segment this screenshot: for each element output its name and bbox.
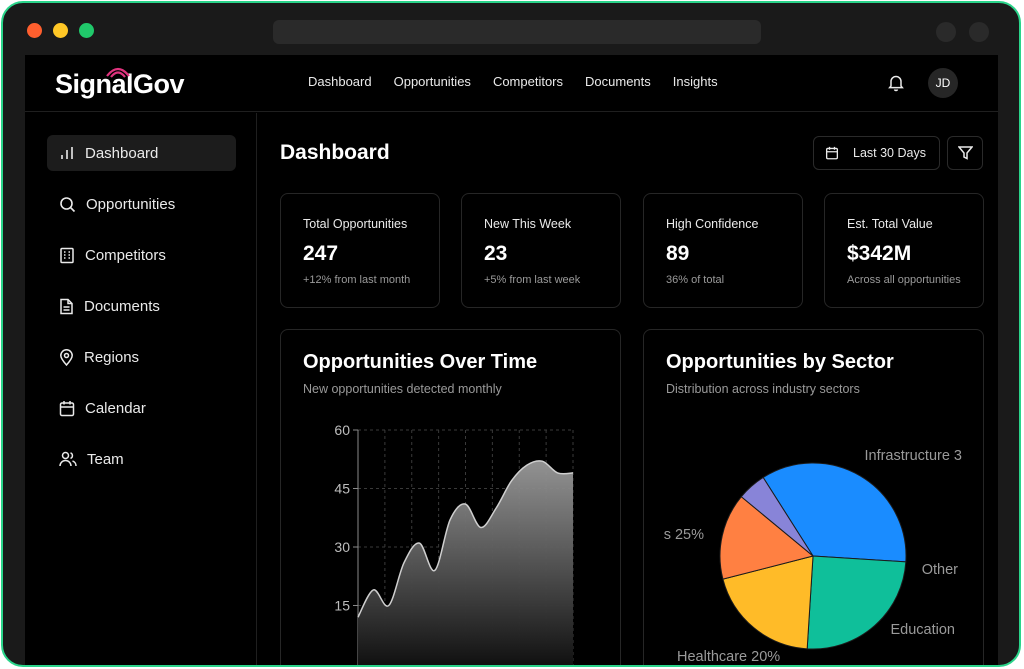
- sidebar: Dashboard Opportunities Competitors Docu…: [25, 113, 257, 665]
- pie-label: s 25%: [664, 527, 704, 543]
- sidebar-item-label: Opportunities: [86, 195, 176, 213]
- sidebar-item-dashboard[interactable]: Dashboard: [47, 135, 236, 171]
- sidebar-item-label: Dashboard: [85, 144, 159, 162]
- stat-sub: Across all opportunities: [847, 274, 961, 286]
- chart-card-over-time: 60 45 30 15 Opportunities Over Time New opp…: [280, 329, 621, 665]
- main-content: Dashboard Last 30 Days Total Opportuniti…: [258, 113, 998, 665]
- nav-documents[interactable]: Documents: [585, 74, 651, 89]
- stat-label: Total Opportunities: [303, 217, 408, 231]
- sidebar-item-documents[interactable]: Documents: [47, 288, 236, 324]
- map-pin-icon: [60, 348, 73, 366]
- pie-label: Education: [891, 622, 956, 638]
- nav-opportunities[interactable]: Opportunities: [393, 74, 471, 89]
- filter-button[interactable]: [947, 136, 983, 170]
- sidebar-item-label: Documents: [84, 297, 160, 315]
- sidebar-item-label: Competitors: [85, 246, 166, 264]
- filter-icon: [957, 146, 973, 160]
- browser-extension-button[interactable]: [936, 22, 956, 42]
- app-window: SignalGov Dashboard Opportunities Compet…: [25, 55, 998, 665]
- y-tick-label: 45: [334, 481, 350, 497]
- sidebar-item-label: Regions: [84, 348, 140, 366]
- pie-slice[interactable]: [740, 476, 814, 557]
- stat-value: 89: [666, 242, 690, 265]
- pie-slice[interactable]: [762, 462, 907, 563]
- date-range-label: Last 30 Days: [853, 146, 926, 160]
- stat-sub: 36% of total: [666, 274, 725, 286]
- document-icon: [60, 298, 73, 314]
- bell-icon[interactable]: [888, 74, 904, 92]
- close-window-dot[interactable]: [27, 23, 42, 38]
- pie-slice[interactable]: [722, 555, 814, 650]
- search-icon: [60, 196, 76, 212]
- card-title: Opportunities by Sector: [666, 351, 894, 373]
- stat-label: Est. Total Value: [847, 217, 933, 231]
- top-nav: Dashboard Opportunities Competitors Docu…: [308, 74, 718, 89]
- nav-insights[interactable]: Insights: [672, 74, 718, 89]
- stat-card-est-total-value: Est. Total Value $342M Across all opport…: [824, 193, 984, 308]
- stat-label: New This Week: [484, 217, 572, 231]
- minimize-window-dot[interactable]: [53, 23, 68, 38]
- browser-menu-button[interactable]: [969, 22, 989, 42]
- y-tick-label: 15: [334, 598, 350, 614]
- chart-card-by-sector: Infrastructure 3 s 25% Healthcare 20% Educa…: [643, 329, 984, 665]
- calendar-icon: [825, 146, 839, 160]
- sidebar-item-team[interactable]: Team: [47, 441, 236, 477]
- sidebar-item-label: Team: [87, 450, 124, 468]
- y-tick-label: 60: [334, 422, 350, 438]
- stat-card-new-this-week: New This Week 23 +5% from last week: [461, 193, 621, 308]
- calendar-icon: [59, 400, 75, 416]
- stat-label: High Confidence: [666, 217, 759, 231]
- stat-sub: +5% from last week: [484, 274, 581, 286]
- bar-chart-icon: [61, 147, 73, 159]
- y-tick-label: 30: [334, 539, 350, 555]
- stat-value: 247: [303, 242, 339, 265]
- address-bar[interactable]: [273, 20, 761, 44]
- sidebar-item-regions[interactable]: Regions: [47, 339, 236, 375]
- pie-label: Other: [922, 562, 958, 578]
- pie-label: Infrastructure 3: [864, 448, 962, 464]
- stat-card-high-confidence: High Confidence 89 36% of total: [643, 193, 803, 308]
- sidebar-item-opportunities[interactable]: Opportunities: [47, 186, 236, 222]
- window-controls: [27, 23, 94, 38]
- sidebar-item-competitors[interactable]: Competitors: [47, 237, 236, 273]
- nav-competitors[interactable]: Competitors: [492, 74, 564, 89]
- page-title: Dashboard: [280, 141, 390, 164]
- users-icon: [59, 451, 77, 467]
- stat-value: $342M: [847, 242, 912, 265]
- pie-slice[interactable]: [719, 496, 815, 580]
- stat-card-total-opportunities: Total Opportunities 247 +12% from last m…: [280, 193, 440, 308]
- nav-dashboard[interactable]: Dashboard: [308, 74, 372, 89]
- logo[interactable]: SignalGov: [55, 69, 185, 99]
- date-range-button[interactable]: Last 30 Days: [813, 136, 940, 170]
- area-chart: 60 45 30 15: [334, 422, 574, 665]
- sidebar-item-calendar[interactable]: Calendar: [47, 390, 236, 426]
- pie-chart: Infrastructure 3 s 25% Healthcare 20% Educa…: [664, 448, 962, 665]
- pie-label: Healthcare 20%: [677, 649, 780, 665]
- signal-waves-icon: [106, 67, 130, 78]
- sidebar-item-label: Calendar: [85, 399, 146, 417]
- card-subtitle: New opportunities detected monthly: [303, 382, 502, 396]
- avatar[interactable]: JD: [928, 68, 958, 98]
- card-title: Opportunities Over Time: [303, 351, 538, 373]
- stat-sub: +12% from last month: [303, 274, 411, 286]
- building-icon: [60, 247, 74, 263]
- area-series-line: [357, 460, 574, 618]
- stat-value: 23: [484, 242, 508, 265]
- area-series: [358, 460, 573, 665]
- pie-slice[interactable]: [806, 555, 907, 650]
- card-subtitle: Distribution across industry sectors: [666, 382, 860, 396]
- maximize-window-dot[interactable]: [79, 23, 94, 38]
- top-bar: SignalGov Dashboard Opportunities Compet…: [25, 55, 998, 112]
